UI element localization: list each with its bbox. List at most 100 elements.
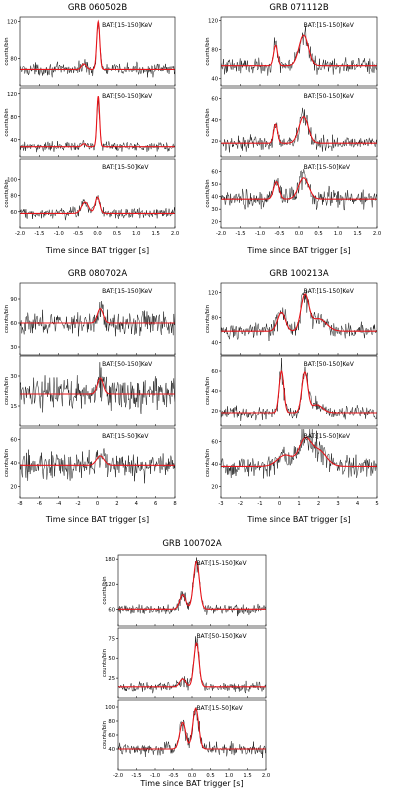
y-tick-label: 120 [105, 582, 115, 588]
x-tick-label: -1.5 [34, 231, 44, 237]
fit-curve-line [221, 177, 377, 200]
x-tick-label: -1.5 [235, 231, 245, 237]
x-tick-label: 2.0 [373, 231, 381, 237]
y-tick-label: 20 [10, 484, 17, 490]
band-label: BAT:[15-50]KeV [102, 433, 149, 440]
panel-2: 60 80 100 BAT:[15-50]KeV counts/bin -2.0 -1.5 -… [4, 158, 179, 237]
fit-curve-line [118, 642, 266, 688]
x-tick-label: 0.0 [295, 231, 303, 237]
fit-curve-line [221, 116, 377, 144]
fit-curve-line [118, 707, 266, 750]
chart-title: GRB 100213A [269, 269, 328, 279]
band-label: BAT:[15-150]KeV [196, 560, 247, 567]
x-tick-label: -0.5 [73, 231, 83, 237]
x-tick-label: 0.5 [314, 231, 322, 237]
y-axis-label: counts/bin [205, 449, 211, 477]
band-label: BAT:[15-150]KeV [102, 22, 153, 29]
y-axis-label: counts/bin [205, 377, 211, 405]
y-tick-label: 120 [208, 19, 218, 25]
y-tick-label: 80 [10, 56, 17, 62]
y-tick-label: 20 [211, 485, 218, 491]
y-tick-label: 60 [108, 733, 115, 739]
y-axis-label: counts/bin [4, 179, 10, 207]
y-tick-label: 60 [211, 369, 218, 375]
fit-curve-line [20, 308, 175, 324]
x-tick-label: 0.0 [93, 231, 101, 237]
panel-2: 40 60 80 100 BAT:[15-50]KeV counts/bin -2.0 -1.… [102, 699, 270, 779]
x-tick-label: -0.5 [274, 231, 284, 237]
panel-frame [220, 158, 378, 229]
x-tick-label: 2 [115, 501, 118, 507]
y-tick-label: 40 [211, 340, 218, 346]
x-tick-label: -1.0 [54, 231, 64, 237]
chart-grb-0: GRB 060502B 80 120 BAT:[15-150]KeV counts/bi… [4, 3, 179, 255]
x-tick-label: 0 [96, 501, 99, 507]
y-axis-label: counts/bin [4, 305, 10, 333]
x-tick-label: 1.5 [353, 231, 361, 237]
y-tick-label: 60 [10, 438, 17, 444]
x-tick-label: -1.5 [131, 773, 141, 779]
data-series-line [118, 707, 266, 759]
chart-grb-2: GRB 080702A306090BAT:[15-150]KeVcounts/b… [4, 269, 177, 524]
y-tick-label: 180 [105, 557, 115, 563]
y-tick-label: 20 [211, 139, 218, 145]
panel-frame [19, 158, 176, 229]
y-tick-label: 60 [10, 210, 17, 216]
y-tick-label: 15 [10, 404, 17, 410]
panel-2: 20 30 40 50 60 BAT:[15-50]KeV counts/bin -2.0 -1… [205, 158, 381, 237]
x-tick-label: -2.0 [216, 231, 226, 237]
y-axis-label: counts/bin [4, 108, 10, 136]
y-tick-label: 30 [10, 345, 17, 351]
x-tick-label: 1.5 [152, 231, 160, 237]
y-axis-label: counts/bin [205, 305, 211, 333]
y-axis-label: counts/bin [4, 377, 10, 405]
y-tick-label: 80 [10, 115, 17, 121]
y-tick-label: 40 [108, 747, 115, 753]
x-tick-label: 2.0 [262, 773, 270, 779]
panel-0: 80 120 BAT:[15-150]KeV counts/bin [4, 16, 176, 87]
panel-1: 15 30 BAT:[50-150]KeV counts/bin [4, 355, 176, 427]
band-label: BAT:[15-50]KeV [196, 705, 243, 712]
x-tick-label: 1.0 [334, 231, 342, 237]
x-tick-label: 4 [356, 501, 360, 507]
band-label: BAT:[50-150]KeV [304, 361, 355, 368]
fit-curve-line [118, 560, 266, 610]
x-tick-label: 1.5 [243, 773, 251, 779]
panel-0: 30 60 90 BAT:[15-150]KeV counts/bin [4, 282, 176, 356]
y-tick-label: 100 [7, 177, 17, 183]
data-series-line [20, 448, 175, 484]
fit-curve-line [221, 436, 377, 467]
y-tick-label: 60 [10, 321, 17, 327]
y-tick-label: 100 [105, 705, 115, 711]
x-tick-label: -0.5 [168, 773, 178, 779]
band-label: BAT:[15-50]KeV [304, 433, 351, 440]
panel-1: 25 50 75 BAT:[50-150]KeV counts/bin [102, 627, 267, 699]
x-tick-label: -6 [37, 501, 42, 507]
band-label: BAT:[50-150]KeV [304, 93, 355, 100]
fit-curve-line [20, 196, 175, 214]
y-tick-label: 40 [211, 195, 218, 201]
chart-title: GRB 060502B [68, 3, 127, 13]
y-tick-label: 60 [211, 97, 218, 103]
y-tick-label: 80 [211, 315, 218, 321]
y-tick-label: 80 [108, 719, 115, 725]
y-axis-label: counts/bin [205, 108, 211, 136]
y-axis-label: counts/bin [102, 576, 108, 604]
x-axis-label: Time since BAT trigger [s] [45, 515, 149, 524]
x-tick-label: 2 [317, 501, 320, 507]
panel-1: 20 40 60 BAT:[50-150]KeV counts/bin [205, 355, 378, 427]
chart-grb-4: GRB 100702A 60 120 180 BAT:[15-150]KeV counts… [102, 539, 270, 788]
fit-curve-line [20, 455, 175, 466]
x-tick-label: -2 [238, 501, 243, 507]
band-label: BAT:[50-150]KeV [102, 361, 153, 368]
y-tick-label: 50 [211, 182, 218, 188]
y-tick-label: 60 [211, 440, 218, 446]
band-label: BAT:[50-150]KeV [102, 93, 153, 100]
x-tick-label: -4 [56, 501, 62, 507]
x-axis-label: Time since BAT trigger [s] [139, 779, 243, 788]
data-series-line [221, 429, 377, 479]
x-tick-label: 3 [336, 501, 339, 507]
x-tick-label: 1 [297, 501, 300, 507]
x-axis-label: Time since BAT trigger [s] [45, 246, 149, 255]
